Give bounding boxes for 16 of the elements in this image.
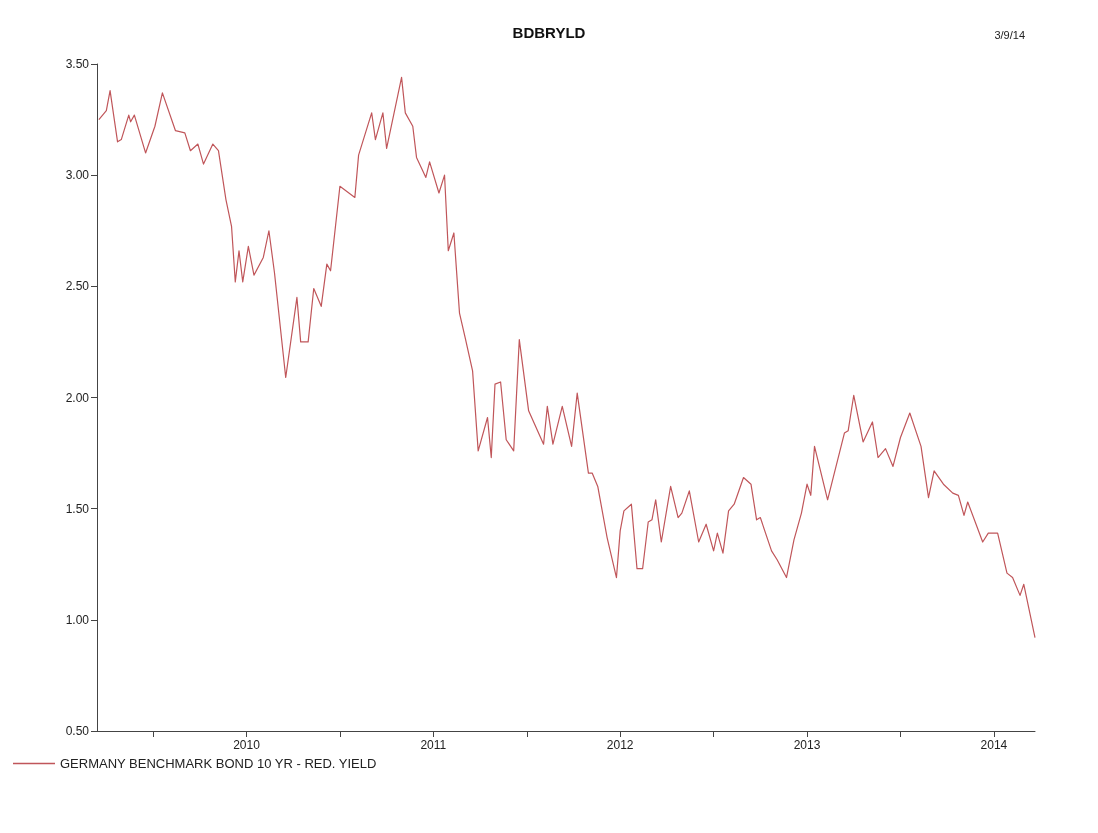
line-series xyxy=(98,76,1036,639)
x-tick-label: 2011 xyxy=(420,738,447,752)
y-tick-label: 2.00 xyxy=(65,390,90,405)
y-tick-label: 3.00 xyxy=(65,168,90,183)
y-tick-label: 1.00 xyxy=(65,612,90,627)
y-tick-label: 3.50 xyxy=(65,57,90,71)
x-tick-label: 2013 xyxy=(793,738,821,752)
x-tick-label: 2014 xyxy=(980,738,1008,752)
y-tick-label: 0.50 xyxy=(65,724,90,738)
legend-label: GERMANY BENCHMARK BOND 10 YR - RED. YIELD xyxy=(60,756,377,771)
chart-subtitle: 3/9/14 xyxy=(994,28,1026,41)
chart-title: BDBRYLD xyxy=(512,24,586,41)
x-tick-label: 2010 xyxy=(233,738,261,752)
x-tick-label: 2012 xyxy=(606,738,634,752)
y-tick-label: 1.50 xyxy=(65,501,90,516)
y-tick-label: 2.50 xyxy=(65,279,90,294)
